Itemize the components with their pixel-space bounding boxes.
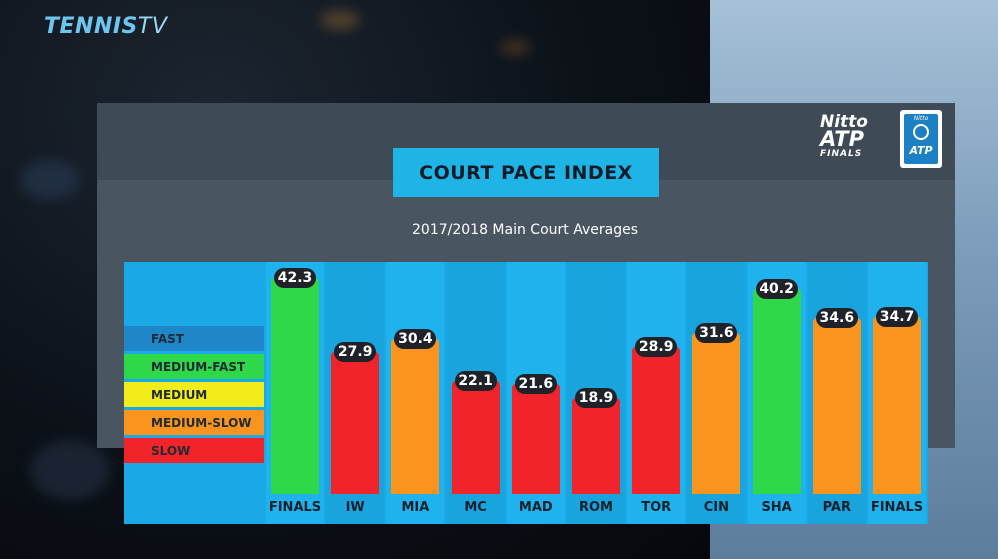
bar: [632, 346, 681, 494]
bar: [451, 381, 500, 494]
bar-value-label: 40.2: [755, 278, 798, 299]
tennis-tv-logo: TENNISTV: [44, 14, 167, 39]
atp-badge-icon: Nitto ATP: [900, 110, 942, 168]
badge-small-text: Nitto: [913, 115, 929, 122]
background-light: [320, 10, 360, 30]
bar: [572, 397, 620, 494]
bar: [812, 317, 861, 494]
bar: [873, 317, 921, 494]
bar-value-label: 27.9: [334, 341, 377, 362]
bar-value-label: 34.7: [876, 307, 918, 328]
logo-line-3: FINALS: [820, 149, 863, 160]
x-tick-label: IW: [345, 500, 365, 515]
x-tick-label: MIA: [401, 500, 430, 515]
x-tick-label: ROM: [579, 500, 613, 515]
bar: [331, 351, 380, 494]
chart-subtitle: 2017/2018 Main Court Averages: [412, 222, 638, 238]
bar-value-label: 34.6: [815, 307, 858, 328]
bar: [271, 278, 319, 494]
x-tick-label: FINALS: [268, 500, 322, 515]
bar-value-label: 42.3: [274, 268, 316, 289]
legend-item: SLOW: [124, 438, 264, 463]
legend-item: MEDIUM: [124, 382, 264, 407]
badge-text: ATP: [909, 144, 933, 157]
logo-line-2: ATP: [820, 127, 864, 152]
bar: [692, 332, 741, 494]
x-tick-label: MAD: [518, 500, 553, 515]
bar: [752, 288, 801, 494]
x-tick-label: TOR: [641, 500, 672, 515]
background-light: [500, 40, 530, 55]
bar: [391, 338, 440, 494]
legend-item: FAST: [124, 326, 264, 351]
background-light: [30, 440, 110, 500]
x-tick-label: PAR: [822, 500, 851, 515]
bar-value-label: 28.9: [635, 336, 678, 357]
chart-title: COURT PACE INDEX: [393, 148, 659, 197]
x-tick-label: MC: [464, 500, 487, 515]
bar-value-label: 30.4: [394, 328, 437, 349]
x-tick-label: SHA: [761, 500, 792, 515]
legend-item: MEDIUM-FAST: [124, 354, 264, 379]
x-tick-label: CIN: [703, 500, 730, 515]
background-light: [20, 160, 80, 200]
bar-value-label: 31.6: [695, 322, 738, 343]
legend-item: MEDIUM-SLOW: [124, 410, 264, 435]
bar-value-label: 22.1: [454, 371, 497, 392]
x-tick-label: FINALS: [870, 500, 924, 515]
brand-suffix: TV: [137, 14, 168, 39]
bar-value-label: 21.6: [514, 373, 557, 394]
logo-line-1: Nitto: [820, 112, 868, 132]
bar-value-label: 18.9: [575, 387, 617, 408]
brand-name: TENNIS: [44, 14, 138, 39]
nitto-atp-finals-logo: Nitto ATP FINALS: [820, 112, 892, 160]
tennis-ball-icon: [913, 124, 929, 140]
bar: [511, 383, 560, 494]
